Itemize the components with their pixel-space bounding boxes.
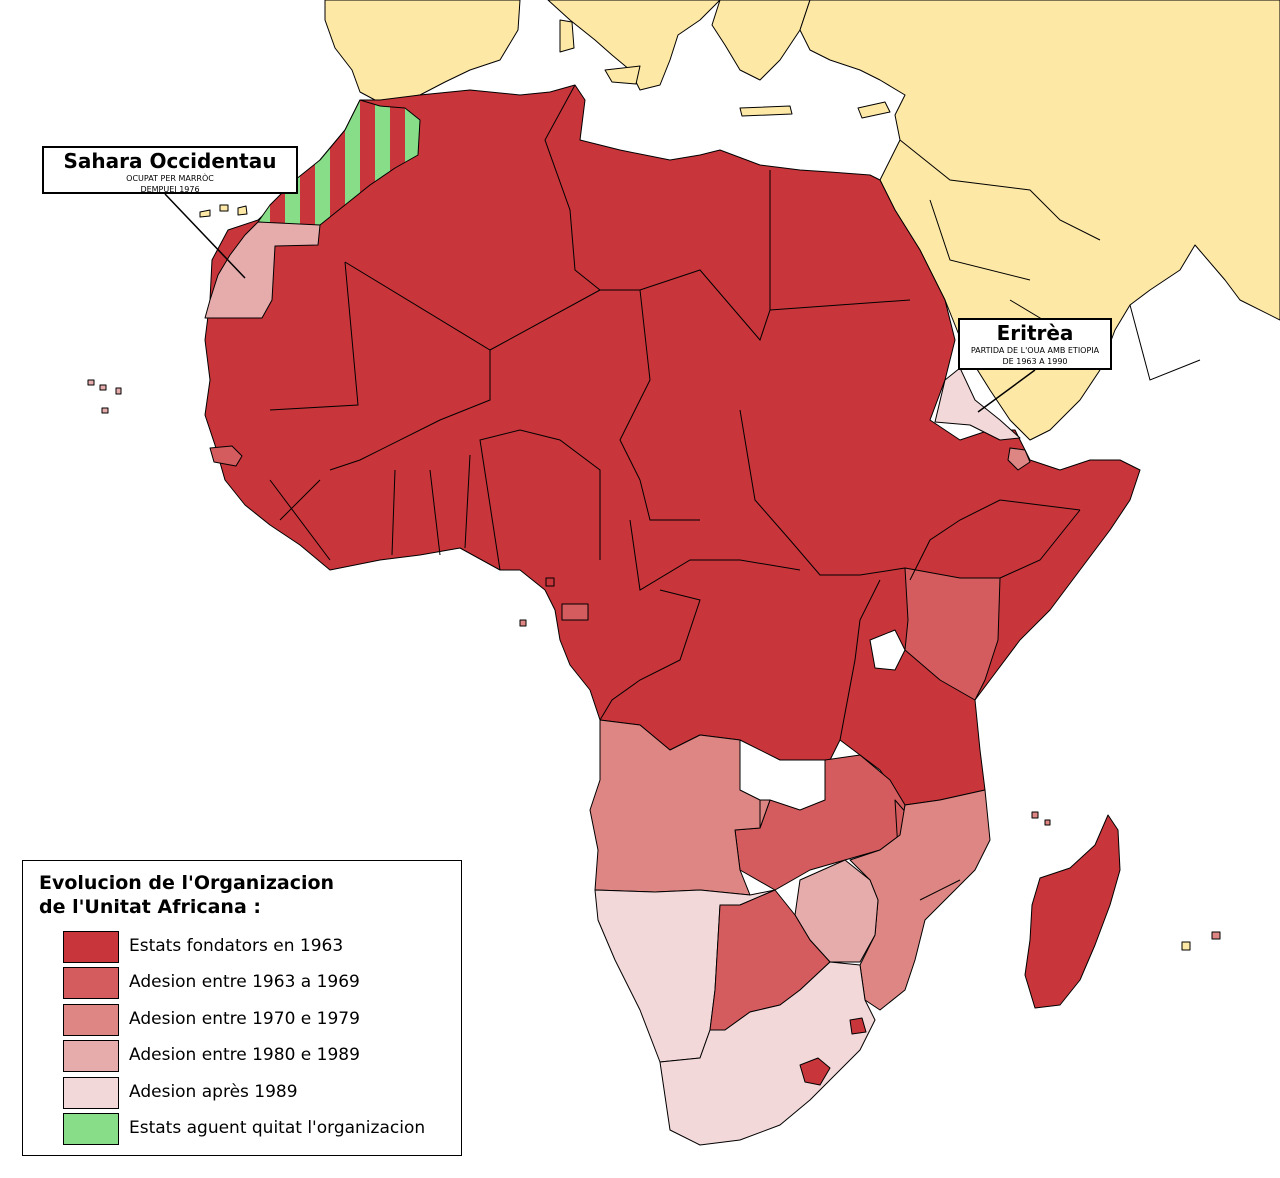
map-legend: Evolucion de l'Organizacion de l'Unitat … (22, 860, 462, 1156)
eritrea-region (934, 367, 1021, 441)
western-sahara-callout-line1: OCUPAT PER MARRÒC (126, 174, 214, 183)
country-borders (269, 84, 1201, 901)
legend-swatch (63, 1077, 119, 1109)
western-sahara-region (204, 221, 321, 319)
italy-region (547, 0, 721, 91)
kenya-region (904, 567, 1001, 701)
legend-title: Evolucion de l'Organizacion de l'Unitat … (39, 871, 334, 919)
djibouti-region (1007, 447, 1031, 471)
western-sahara-callout-line2: DEMPUEI 1976 (140, 185, 200, 194)
iberia-region (324, 0, 521, 101)
middle-east-region (799, 0, 1280, 441)
legend-label: Adesion entre 1980 e 1989 (129, 1045, 360, 1065)
guinea-bissau-region (209, 445, 243, 467)
legend-title-line1: Evolucion de l'Organizacion (39, 872, 335, 894)
reunion-island (1211, 931, 1221, 940)
mauritius-island (1181, 941, 1191, 951)
lake-victoria (869, 629, 906, 671)
legend-title-line2: de l'Unitat Africana : (39, 896, 261, 918)
legend-label: Adesion après 1989 (129, 1082, 298, 1102)
crete-island (739, 105, 793, 117)
western-sahara-callout-title: Sahara Occidentau (63, 149, 277, 173)
morocco-region (257, 99, 421, 226)
swaziland-region (849, 1017, 867, 1035)
angola-region (589, 719, 771, 896)
canary-islands (199, 204, 248, 218)
legend-label: Estats fondators en 1963 (129, 936, 344, 956)
bioko-island (545, 577, 555, 587)
sao-tome-island (519, 619, 527, 627)
legend-label: Adesion entre 1970 e 1979 (129, 1009, 360, 1029)
balkans-region (711, 0, 811, 81)
eritrea-callout: Eritrèa PARTIDA DE L'OUA AMB ETIOPIA DE … (958, 318, 1112, 370)
zambia-region (734, 754, 906, 891)
comoros-islands (1031, 811, 1051, 826)
south-africa-region (659, 961, 876, 1146)
sicily-island (604, 65, 641, 85)
eritrea-callout-line1: PARTIDA DE L'OUA AMB ETIOPIA (970, 346, 1100, 355)
madagascar-region (1024, 814, 1121, 1009)
western-sahara-callout: Sahara Occidentau OCUPAT PER MARRÒC DEMP… (42, 146, 298, 194)
legend-label: Estats aguent quitat l'organizacion (129, 1118, 426, 1138)
eritrea-callout-line2: DE 1963 A 1990 (1002, 357, 1068, 366)
eritrea-callout-title: Eritrèa (996, 321, 1074, 345)
legend-swatch (63, 1040, 119, 1072)
sardinia-island (559, 19, 575, 53)
western-sahara-leader-line (164, 193, 246, 279)
legend-label: Adesion entre 1963 a 1969 (129, 972, 360, 992)
cyprus-island (857, 101, 891, 119)
legend-swatch (63, 1113, 119, 1145)
equatorial-guinea-region (561, 603, 589, 621)
legend-swatch (63, 967, 119, 999)
legend-swatch (63, 1004, 119, 1036)
cape-verde-islands (87, 379, 122, 414)
eritrea-leader-line (977, 369, 1036, 413)
lesotho-region (799, 1057, 831, 1086)
legend-swatch (63, 931, 119, 963)
